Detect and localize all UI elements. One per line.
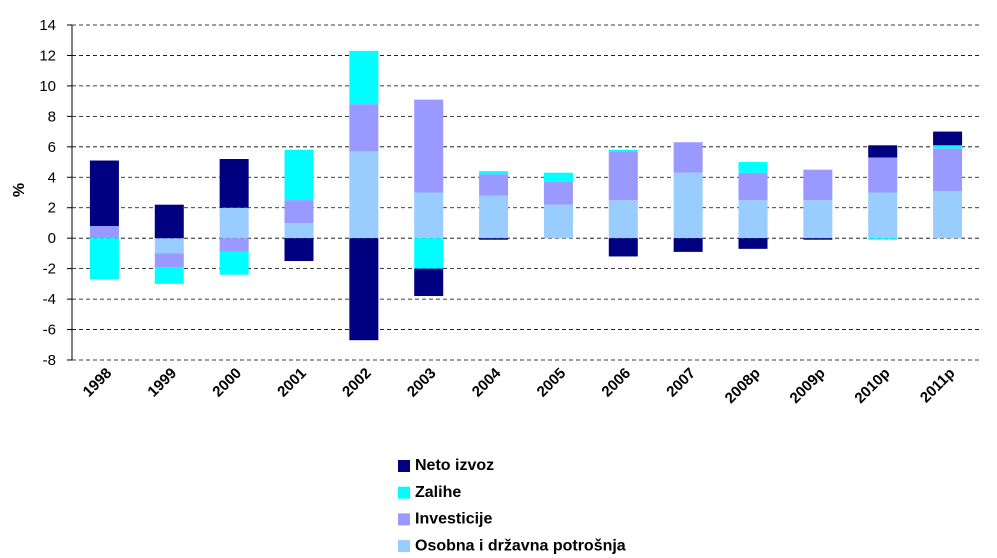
- bar-segment: [284, 222, 314, 239]
- legend-swatch: [398, 540, 410, 553]
- bar-segment: [543, 204, 573, 239]
- bar-segment: [738, 238, 768, 249]
- bar-segment: [479, 195, 509, 239]
- bar-segment: [479, 174, 509, 196]
- bar-segment: [673, 172, 703, 239]
- y-tick-label: 4: [48, 169, 56, 186]
- x-tick-label: 2006: [598, 365, 634, 401]
- legend-swatch: [398, 513, 410, 526]
- bar-segment: [543, 181, 573, 205]
- x-tick-label: 2001: [274, 365, 310, 401]
- bar-segment: [608, 200, 638, 239]
- x-tick-label: 1998: [80, 365, 116, 401]
- y-tick-label: 8: [48, 108, 56, 125]
- bar-segment: [868, 145, 898, 158]
- legend-label: Investicije: [415, 511, 492, 528]
- bar-segment: [803, 238, 833, 240]
- bar-segment: [219, 159, 249, 208]
- bar-segment: [543, 172, 573, 182]
- x-tick-label: 2008p: [722, 365, 764, 407]
- y-axis-label: %: [11, 183, 28, 197]
- bar-segment: [933, 148, 963, 191]
- bar-segment: [89, 226, 119, 239]
- bar-segment: [868, 238, 898, 240]
- legend-swatch: [398, 460, 410, 472]
- bar-segment: [154, 238, 184, 254]
- bar-segment: [933, 190, 963, 239]
- bar-segment: [803, 200, 833, 239]
- bar-segment: [154, 267, 184, 284]
- bar-segment: [803, 169, 833, 201]
- bar-segment: [868, 157, 898, 193]
- bar-segment: [933, 131, 963, 146]
- bar-segment: [673, 238, 703, 252]
- y-tick-label: 14: [39, 17, 56, 34]
- legend-label: Neto izvoz: [415, 457, 494, 474]
- bar-segment: [414, 268, 444, 297]
- x-tick-label: 2011p: [917, 365, 959, 407]
- x-tick-label: 2004: [469, 364, 505, 400]
- bar-segment: [608, 149, 638, 152]
- bar-segment: [284, 149, 314, 201]
- legend-swatch: [398, 486, 410, 499]
- bar-segment: [479, 238, 509, 240]
- bar-segment: [608, 151, 638, 201]
- y-tick-label: -6: [43, 322, 56, 339]
- x-tick-label: 2005: [534, 365, 570, 401]
- bar-segment: [868, 192, 898, 239]
- bar-segment: [414, 99, 444, 193]
- y-tick-label: 0: [48, 230, 56, 247]
- bar-segment: [154, 204, 184, 239]
- bar-segment: [349, 104, 379, 152]
- bar-segment: [219, 238, 249, 252]
- y-tick-label: 2: [48, 200, 56, 217]
- y-tick-label: -4: [43, 291, 56, 308]
- bar-segment: [738, 172, 768, 201]
- x-tick-label: 2009p: [787, 365, 829, 407]
- bar-segment: [219, 251, 249, 275]
- bar-segment: [154, 253, 184, 268]
- bar-segment: [349, 151, 379, 239]
- bar-segment: [738, 162, 768, 173]
- bar-segment: [414, 238, 444, 269]
- bar-segment: [738, 200, 768, 239]
- bar-segment: [349, 50, 379, 105]
- bar-segment: [414, 192, 444, 239]
- bar-segment: [89, 238, 119, 280]
- bar-segment: [284, 200, 314, 223]
- x-tick-label: 2003: [404, 365, 440, 401]
- bar-segment: [608, 238, 638, 257]
- y-tick-label: -8: [43, 352, 56, 369]
- y-tick-label: -2: [43, 261, 56, 278]
- bar-segment: [479, 171, 509, 175]
- bar-segment: [219, 207, 249, 239]
- bar-segment: [673, 142, 703, 173]
- y-tick-label: 6: [48, 139, 56, 156]
- y-tick-label: 12: [39, 47, 56, 64]
- legend-label: Zalihe: [415, 484, 461, 501]
- x-tick-label: 2002: [339, 365, 375, 401]
- bar-segment: [933, 145, 963, 149]
- bar-segment: [89, 160, 119, 226]
- x-tick-label: 1999: [144, 365, 180, 401]
- bar-segment: [284, 238, 314, 262]
- bar-segment: [349, 238, 379, 341]
- y-tick-label: 10: [39, 78, 56, 95]
- legend-label: Osobna i državna potrošnja: [415, 537, 626, 554]
- x-tick-label: 2010p: [851, 365, 893, 407]
- x-tick-label: 2007: [663, 365, 699, 401]
- x-tick-label: 2000: [209, 365, 245, 401]
